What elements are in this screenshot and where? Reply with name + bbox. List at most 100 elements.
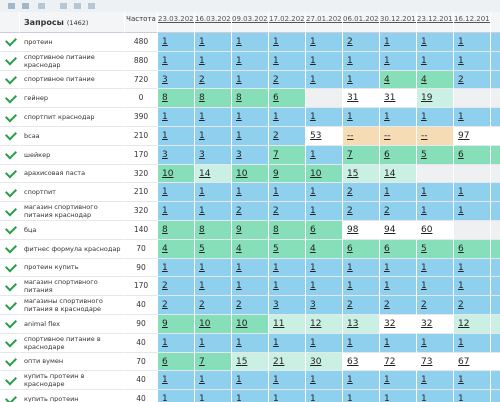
position-cell: 1: [158, 127, 195, 146]
position-cell: 3: [195, 145, 232, 165]
frequency-cell: 170: [125, 145, 158, 165]
tool-icon[interactable]: [22, 3, 29, 9]
row-check: [0, 89, 20, 109]
position-cell: 1: [269, 33, 306, 52]
position-cell: 1: [380, 277, 417, 297]
position-cell: 2: [195, 70, 232, 90]
position-cell: 1: [380, 333, 417, 353]
position-cell: 1: [454, 51, 491, 71]
query-cell: спортивное питание краснодар: [20, 51, 125, 71]
tool-icon[interactable]: [88, 3, 95, 9]
tool-icon[interactable]: [38, 3, 45, 9]
position-cell: 7: [269, 145, 306, 165]
checkmark[interactable]: [4, 241, 18, 254]
date-header: 16.03.2020: [195, 12, 232, 33]
position-cell: 1: [232, 258, 269, 278]
position-cell: [306, 89, 343, 109]
position-cell: [491, 33, 500, 52]
checkmark[interactable]: [4, 335, 18, 348]
date-header: 30.12.2019: [380, 12, 417, 33]
frequency-cell: 140: [125, 221, 158, 240]
checkmark[interactable]: [4, 392, 18, 402]
position-cell: 2: [232, 296, 269, 315]
row-check: [0, 202, 20, 221]
tool-icon[interactable]: [60, 3, 67, 9]
position-cell: [491, 89, 500, 109]
position-cell: [491, 51, 500, 71]
checkmark[interactable]: [4, 147, 18, 160]
checkmark[interactable]: [4, 316, 18, 329]
checkmark[interactable]: [4, 373, 18, 386]
checkmark[interactable]: [4, 354, 18, 367]
position-cell: 1: [454, 183, 491, 203]
position-cell: 1: [343, 258, 380, 278]
position-cell: 1: [306, 390, 343, 402]
frequency-cell: 320: [125, 164, 158, 184]
row-check: [0, 371, 20, 391]
query-cell: спортивное питание: [20, 70, 125, 90]
checkmark[interactable]: [4, 260, 18, 273]
checkmark[interactable]: [4, 53, 18, 66]
row-check: [0, 183, 20, 203]
position-cell: [491, 70, 500, 90]
position-cell: 1: [380, 371, 417, 391]
position-cell: 2: [417, 296, 454, 315]
position-cell: 1: [306, 277, 343, 297]
position-cell: 1: [454, 258, 491, 278]
position-cell: 94: [380, 221, 417, 240]
position-cell: 15: [343, 164, 380, 184]
position-cell: [417, 164, 454, 184]
position-cell: 1: [232, 127, 269, 146]
position-cell: 72: [380, 352, 417, 372]
position-cell: 6: [380, 145, 417, 165]
checkmark[interactable]: [4, 128, 18, 141]
query-cell: арахисовая паста: [20, 164, 125, 184]
position-cell: 19: [417, 89, 454, 109]
position-cell: [491, 390, 500, 402]
position-cell: 1: [232, 390, 269, 402]
position-cell: 1: [454, 277, 491, 297]
checkmark[interactable]: [4, 91, 18, 104]
tool-icon[interactable]: [74, 3, 81, 9]
position-cell: 1: [269, 108, 306, 127]
position-cell: [491, 296, 500, 315]
position-cell: 1: [306, 333, 343, 353]
position-cell: 4: [306, 239, 343, 259]
position-cell: 9: [269, 164, 306, 184]
position-cell: 1: [269, 371, 306, 391]
position-cell: 1: [195, 277, 232, 297]
frequency-cell: 70: [125, 352, 158, 372]
position-cell: 2: [380, 296, 417, 315]
checkmark[interactable]: [4, 279, 18, 292]
checkmark[interactable]: [4, 204, 18, 217]
checkmark[interactable]: [4, 222, 18, 235]
position-cell: 21: [269, 352, 306, 372]
position-cell: 1: [306, 108, 343, 127]
tool-icon[interactable]: [8, 3, 15, 9]
position-cell: 1: [306, 258, 343, 278]
position-cell: 2: [195, 296, 232, 315]
position-cell: 1: [158, 390, 195, 402]
position-cell: 3: [158, 145, 195, 165]
position-cell: 6: [306, 221, 343, 240]
date-header: 27.01.2020: [306, 12, 343, 33]
position-cell: 1: [158, 258, 195, 278]
position-cell: 1: [269, 258, 306, 278]
position-cell: 8: [158, 221, 195, 240]
query-cell: магазин спортивного питания краснодар: [20, 202, 125, 221]
frequency-cell: 40: [125, 390, 158, 402]
position-cell: 1: [158, 33, 195, 52]
checkmark[interactable]: [4, 72, 18, 85]
checkmark[interactable]: [4, 166, 18, 179]
checkmark[interactable]: [4, 298, 18, 311]
checkmark[interactable]: [4, 110, 18, 123]
position-cell: 15: [232, 352, 269, 372]
row-check: [0, 258, 20, 278]
checkmark[interactable]: [4, 34, 18, 47]
position-cell: 1: [195, 127, 232, 146]
date-header: 23.03.2020: [158, 12, 195, 33]
position-cell: 1: [195, 258, 232, 278]
position-cell: 6: [454, 239, 491, 259]
query-cell: бца: [20, 221, 125, 240]
checkmark[interactable]: [4, 185, 18, 198]
